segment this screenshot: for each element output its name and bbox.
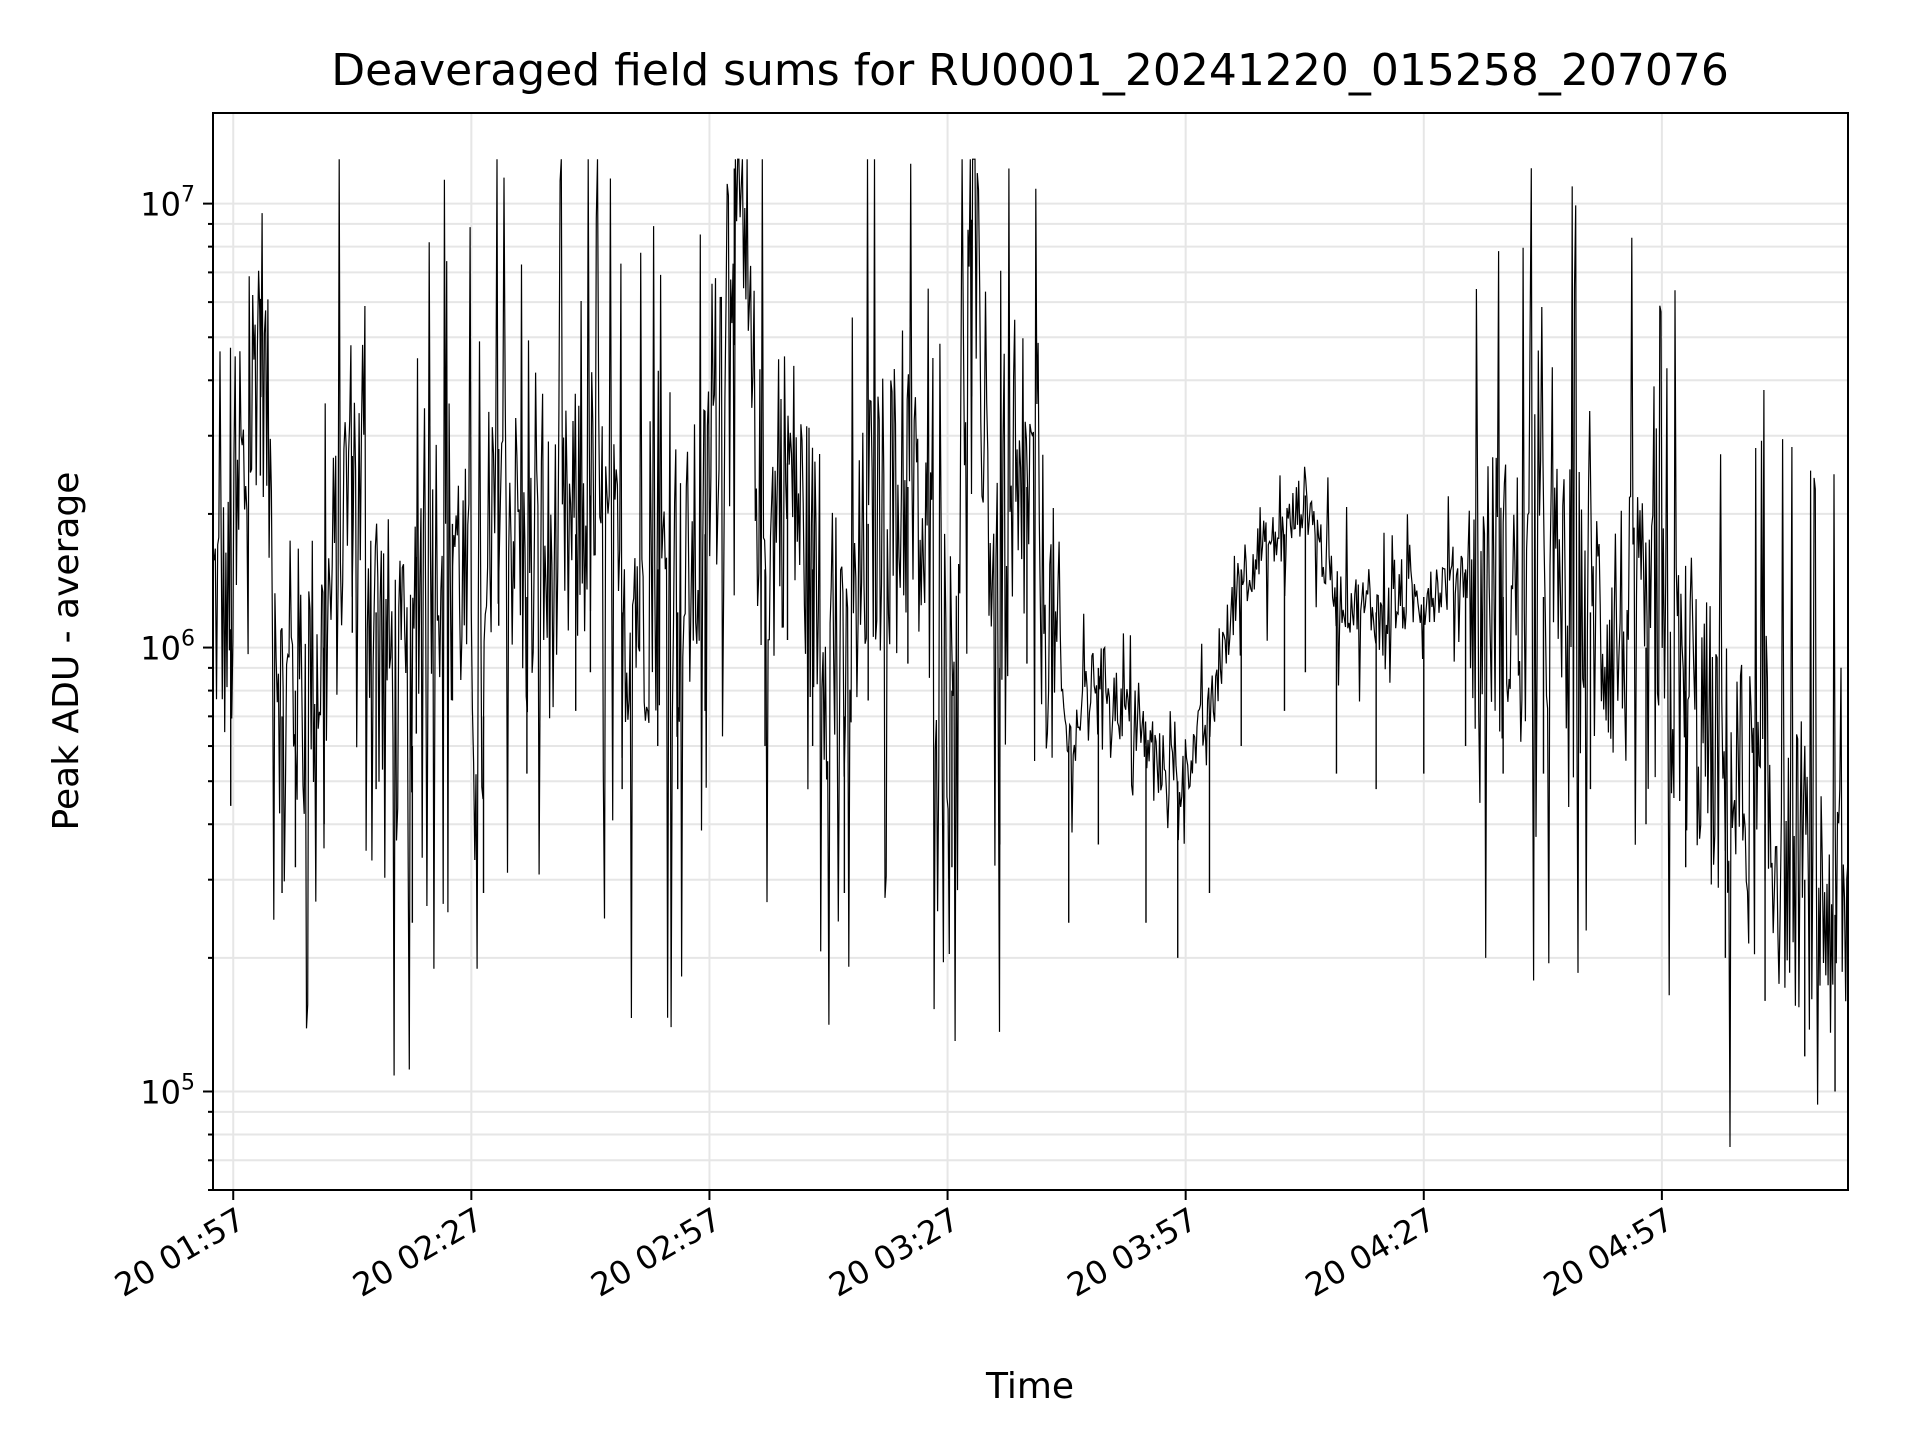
y-axis-ticks: 105 106 107 — [140, 183, 213, 1191]
series-layer — [212, 158, 1849, 1148]
x-axis-label: Time — [985, 1366, 1074, 1407]
y-tick-label: 105 — [140, 1071, 195, 1112]
plot-frame — [212, 112, 1849, 1191]
y-tick-label: 106 — [140, 627, 195, 668]
y-tick-label: 107 — [140, 183, 195, 224]
series-line — [212, 158, 1849, 1148]
y-axis-label: Peak ADU - average — [46, 472, 87, 831]
chart-title: Deaveraged field sums for RU0001_2024122… — [331, 45, 1729, 96]
